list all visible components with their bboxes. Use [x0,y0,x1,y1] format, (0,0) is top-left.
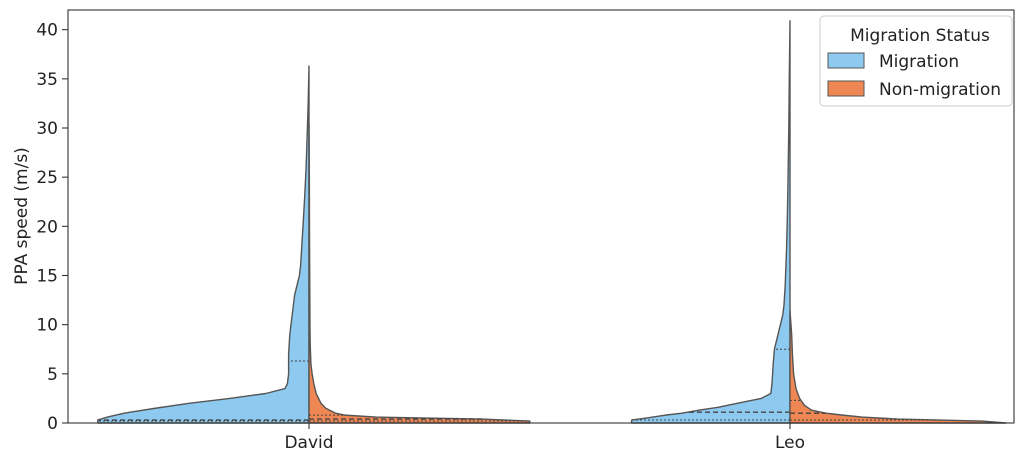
violin-body [98,66,309,423]
x-axis: David Leo [284,423,805,450]
violin-migration-leo [632,21,790,423]
legend-swatch-non-migration [828,81,864,96]
y-tick-label: 25 [36,168,58,188]
violin-migration-david [98,66,309,423]
y-axis-label: PPA speed (m/s) [12,147,32,285]
violin-body [790,311,1006,423]
legend-swatch-migration [828,53,864,68]
x-tick-label-leo: Leo [775,433,805,450]
y-tick-label: 20 [36,217,58,237]
legend-label-migration: Migration [879,52,959,72]
violin-body [632,21,790,423]
violin-non-migration-david [309,124,530,423]
x-tick-label-david: David [284,433,333,450]
violin-body [309,124,530,423]
y-tick-label: 0 [47,414,58,434]
y-tick-label: 15 [36,267,58,287]
y-tick-label: 10 [36,316,58,336]
legend-title: Migration Status [850,26,990,46]
y-tick-label: 35 [36,70,58,90]
legend: Migration Status Migration Non-migration [820,16,1012,106]
violin-non-migration-leo [790,311,1006,423]
legend-label-non-migration: Non-migration [879,80,1001,100]
y-axis: 0 5 10 15 20 25 30 35 40 [36,21,68,434]
y-tick-label: 40 [36,21,58,41]
y-tick-label: 5 [47,365,58,385]
y-tick-label: 30 [36,119,58,139]
